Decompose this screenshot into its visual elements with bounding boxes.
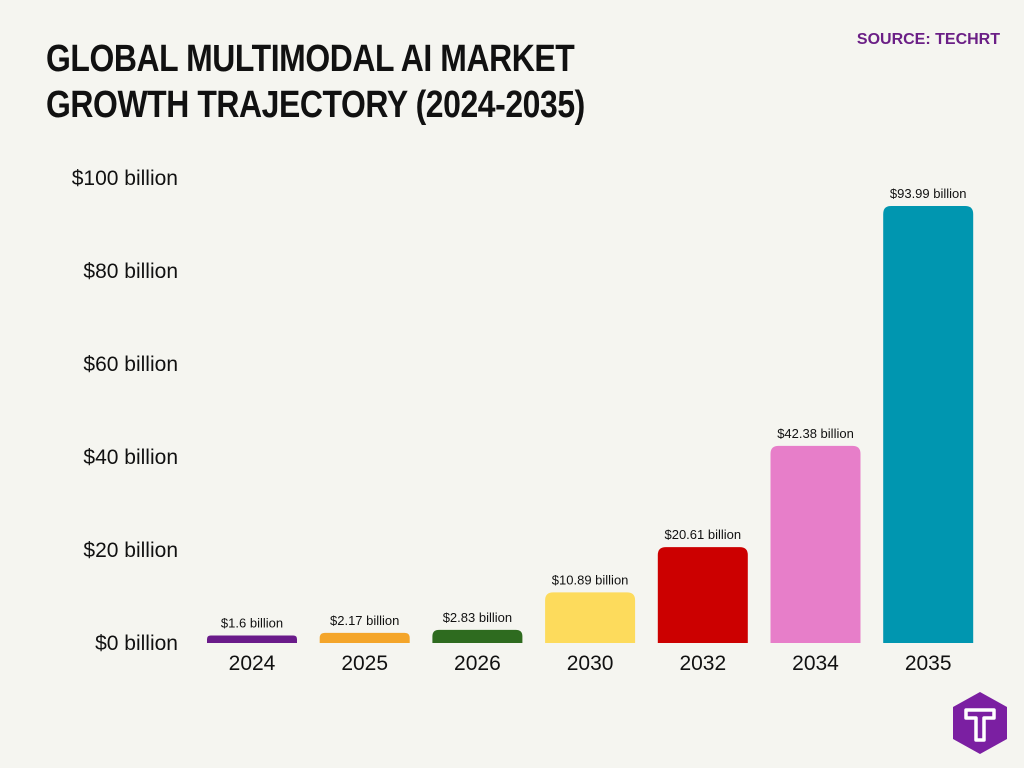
page-title: GLOBAL MULTIMODAL AI MARKET GROWTH TRAJE… <box>46 38 585 126</box>
x-tick-label: 2026 <box>454 652 501 675</box>
y-tick-label: $20 billion <box>83 539 178 562</box>
logo-hexagon <box>953 692 1007 754</box>
y-tick-label: $60 billion <box>83 353 178 376</box>
source-label: SOURCE: TECHRT <box>856 31 1000 48</box>
x-tick-label: 2024 <box>229 652 276 675</box>
data-labels: $1.6 billion $2.17 billion $2.83 billion $1… <box>221 186 967 631</box>
x-tick-label: 2034 <box>792 652 839 675</box>
x-tick-label: 2030 <box>567 652 614 675</box>
data-label-2032: $20.61 billion <box>664 527 741 542</box>
x-tick-label: 2032 <box>679 652 726 675</box>
y-tick-label: $80 billion <box>83 260 178 283</box>
data-label-2035: $93.99 billion <box>890 186 967 201</box>
bar-2032 <box>657 547 748 643</box>
bar-2026 <box>432 629 523 643</box>
data-label-2030: $10.89 billion <box>552 572 629 587</box>
x-axis: 2024 2025 2026 2030 2032 2034 2035 <box>229 652 952 675</box>
logo-t-glyph <box>964 708 996 742</box>
y-tick-label: $100 billion <box>72 167 178 190</box>
y-tick-label: $0 billion <box>95 632 178 655</box>
bar-2034 <box>770 445 861 643</box>
data-label-2025: $2.17 billion <box>330 613 399 628</box>
x-tick-label: 2025 <box>341 652 388 675</box>
bar-2024 <box>207 635 297 643</box>
data-label-2024: $1.6 billion <box>221 616 283 631</box>
bar-2035 <box>883 205 974 643</box>
y-tick-label: $40 billion <box>83 446 178 469</box>
data-label-2026: $2.83 billion <box>443 610 512 625</box>
bar-2025 <box>319 632 410 643</box>
data-label-2034: $42.38 billion <box>777 426 854 441</box>
bar-chart: $0 billion $20 billion $40 billion $60 bill… <box>72 167 974 675</box>
techrt-t-logo-icon <box>953 692 1007 754</box>
bar-2030 <box>545 592 636 643</box>
y-axis: $0 billion $20 billion $40 billion $60 bill… <box>72 167 178 655</box>
x-tick-label: 2035 <box>905 652 952 675</box>
bars <box>207 205 974 643</box>
